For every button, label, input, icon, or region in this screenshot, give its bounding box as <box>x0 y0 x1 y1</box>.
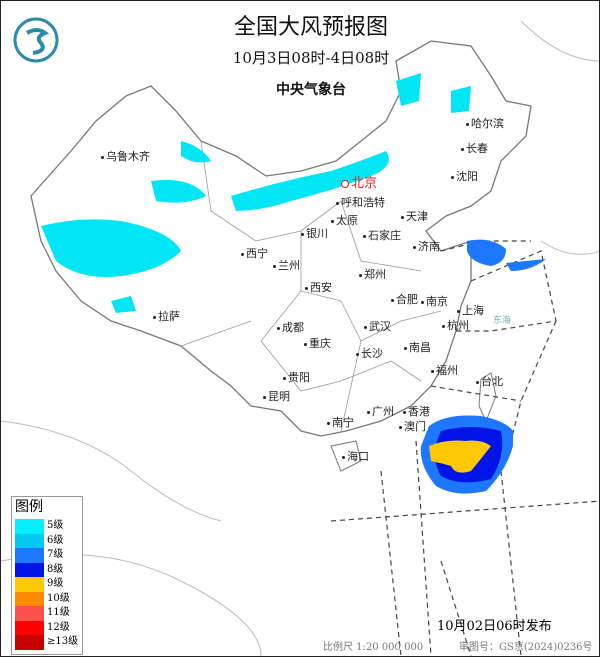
city-label: 沈阳 <box>451 171 478 183</box>
legend-swatch <box>15 577 44 592</box>
city-label: 银川 <box>301 228 328 240</box>
wind-area-7 <box>467 239 546 271</box>
legend-item: 10级 <box>12 591 82 606</box>
legend-item: 11级 <box>12 606 82 621</box>
city-label: 长沙 <box>356 348 383 360</box>
legend-item: 12级 <box>12 620 82 635</box>
city-label: 贵阳 <box>283 372 310 384</box>
legend-item: 8级 <box>12 562 82 577</box>
legend-label: 9级 <box>47 578 64 590</box>
city-label: 昆明 <box>263 391 290 403</box>
issuer: 中央气象台 <box>276 82 346 98</box>
legend-title: 图例 <box>15 499 43 515</box>
city-label: 南昌 <box>404 342 431 354</box>
city-label: 呼和浩特 <box>336 197 385 209</box>
legend-swatch <box>15 591 44 606</box>
city-label: 台北 <box>476 376 503 388</box>
city-label: 南宁 <box>327 417 354 429</box>
legend-swatch <box>15 606 44 621</box>
issue-time: 10月02日06时发布 <box>437 619 552 634</box>
legend-item: 7级 <box>12 548 82 563</box>
legend-label: 11级 <box>47 607 70 619</box>
city-label: 成都 <box>277 322 304 334</box>
china-outline <box>30 40 532 437</box>
maritime-boundaries <box>330 240 599 656</box>
city-label: 杭州 <box>442 320 469 332</box>
forecast-period: 10月3日08时-4日08时 <box>232 49 390 67</box>
city-label: 哈尔滨 <box>466 118 504 130</box>
city-label: 武汉 <box>364 321 391 333</box>
city-label: 拉萨 <box>153 311 180 323</box>
legend-swatch <box>15 562 44 577</box>
legend-label: 5级 <box>47 520 64 532</box>
legend-swatch <box>15 533 44 548</box>
city-label: 乌鲁木齐 <box>101 151 150 163</box>
review-number: 审图号：GS京(2024)0236号 <box>459 642 593 653</box>
city-label: 济南 <box>413 241 440 253</box>
city-label: 南京 <box>421 296 448 308</box>
scale-text: 比例尺 1:20 000 000 <box>323 642 424 653</box>
wind-area-5 <box>41 219 181 277</box>
wind-area-5 <box>151 141 211 203</box>
capital-label: 北京 <box>341 177 377 191</box>
wind-area-5 <box>111 296 136 313</box>
legend-item: 6级 <box>12 533 82 548</box>
city-label: 郑州 <box>359 269 386 281</box>
neighbor-borders <box>1 20 599 656</box>
city-label: 上海 <box>457 305 484 317</box>
city-label: 西宁 <box>241 248 268 260</box>
city-label: 重庆 <box>304 338 331 350</box>
city-label: 海口 <box>342 451 369 463</box>
city-label: 澳门 <box>399 421 426 433</box>
legend-item: ≥13级 <box>12 635 82 650</box>
legend-swatch <box>15 620 44 635</box>
legend: 图例 5级 6级 7级 8级 9级 10级 11级 12级 ≥13级 <box>11 496 83 655</box>
legend-label: 6级 <box>47 534 64 546</box>
city-label: 长春 <box>461 143 488 155</box>
wind-area-9 <box>429 440 491 473</box>
legend-swatch <box>15 635 44 650</box>
wind-area-5 <box>396 73 471 113</box>
legend-label: 8级 <box>47 563 64 575</box>
legend-label: 12级 <box>47 621 70 633</box>
legend-item: 9级 <box>12 577 82 592</box>
cma-logo <box>13 17 59 63</box>
city-label: 西安 <box>305 282 332 294</box>
legend-label: 10级 <box>47 592 70 604</box>
city-label: 天津 <box>401 211 428 223</box>
legend-label: ≥13级 <box>47 636 79 648</box>
legend-item: 5级 <box>12 519 82 534</box>
city-label: 香港 <box>403 406 430 418</box>
wind-areas <box>41 73 546 494</box>
city-label: 兰州 <box>273 260 300 272</box>
map-title: 全国大风预报图 <box>233 15 388 40</box>
legend-swatch <box>15 548 44 563</box>
legend-swatch <box>15 519 44 534</box>
city-label: 广州 <box>367 406 394 418</box>
city-label: 合肥 <box>391 294 418 306</box>
sea-label: 东海 <box>493 316 512 326</box>
city-label: 石家庄 <box>363 230 401 242</box>
city-label: 太原 <box>331 215 358 227</box>
wind-area-5 <box>231 151 389 211</box>
legend-label: 7级 <box>47 549 64 561</box>
city-label: 福州 <box>431 365 458 377</box>
